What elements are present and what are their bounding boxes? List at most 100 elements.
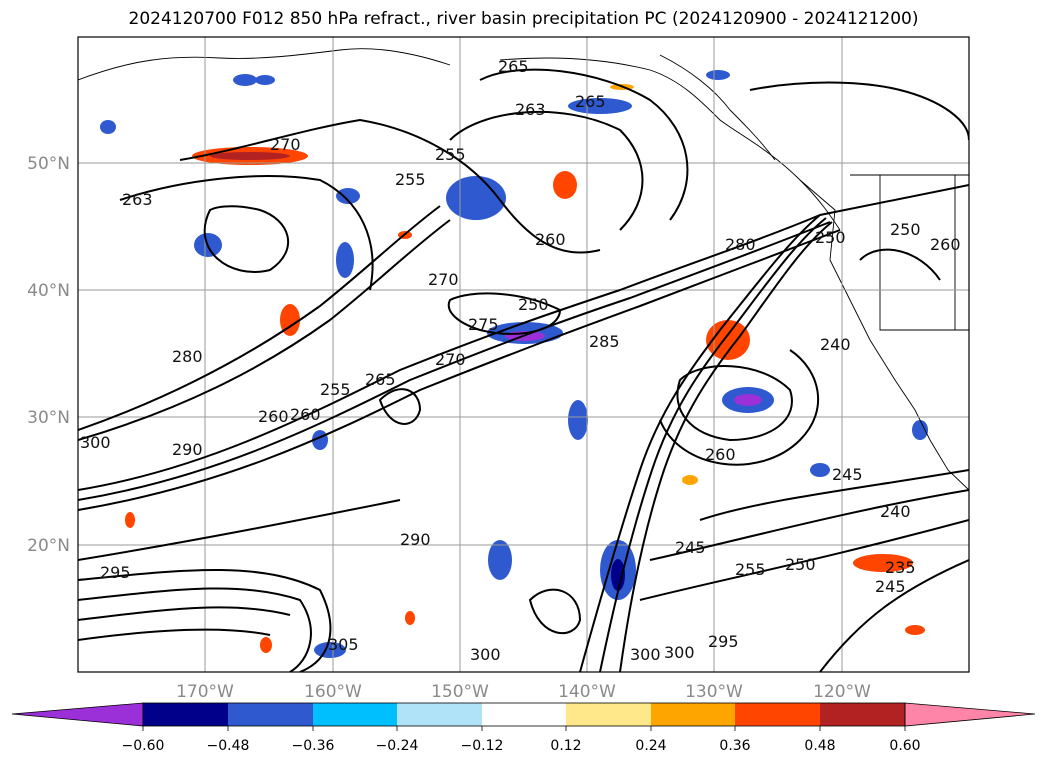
precip-patch: [280, 304, 300, 336]
contour-label: 263: [515, 100, 546, 119]
colorbar-frame: [142, 702, 906, 727]
precip-patch: [233, 74, 257, 86]
lon-label-140w: 140°W: [558, 682, 616, 702]
lon-label-120w: 120°W: [813, 682, 871, 702]
colorbar-tick-label: −0.36: [292, 738, 335, 754]
contour-label: 300: [470, 645, 501, 664]
colorbar-segment: [820, 703, 905, 726]
contour-label: 250: [785, 555, 816, 574]
contour-label: 240: [880, 502, 911, 521]
contour-label: 295: [100, 563, 131, 582]
precip-patch: [706, 70, 730, 80]
colorbar-segment: [566, 703, 651, 726]
contour-label: 280: [725, 235, 756, 254]
colorbar-tick-label: 0.48: [804, 738, 835, 754]
refractivity-contour-layer: [78, 68, 969, 672]
map-background: [78, 37, 969, 672]
lat-label-50n: 50°N: [27, 154, 70, 174]
contour-label: 255: [435, 145, 466, 164]
contour-label: 265: [365, 370, 396, 389]
contour-label: 245: [875, 577, 906, 596]
colorbar-tick-label: −0.24: [376, 738, 419, 754]
colorbar-tick-label: 0.36: [719, 738, 750, 754]
colorbar-segment: [482, 703, 566, 726]
contour-label: 280: [172, 347, 203, 366]
lon-label-160w: 160°W: [304, 682, 362, 702]
precip-patch: [488, 540, 512, 580]
precip-patch: [446, 176, 506, 220]
precip-patch: [210, 152, 290, 160]
latitude-labels: 50°N 40°N 30°N 20°N: [27, 154, 70, 556]
contour-label: 245: [675, 538, 706, 557]
precip-patch: [734, 394, 762, 406]
precip-patch: [405, 611, 415, 625]
colorbar-tick-label: 0.24: [635, 738, 666, 754]
contour-label: 275: [468, 315, 499, 334]
colorbar-segment: [228, 703, 313, 726]
contour-label: 290: [400, 530, 431, 549]
lat-label-30n: 30°N: [27, 408, 70, 428]
precip-patch: [255, 75, 275, 85]
contour-label: 235: [885, 558, 916, 577]
contour-label: 250: [518, 295, 549, 314]
colorbar-extension-low: [11, 702, 144, 727]
map-plot-area: 270 255 265 263 265 260 255 263 270 250 …: [77, 36, 970, 673]
precip-patch: [125, 512, 135, 528]
lat-label-20n: 20°N: [27, 536, 70, 556]
contour-label: 300: [80, 433, 111, 452]
colorbar-ticks: [142, 726, 906, 731]
precip-patch: [682, 475, 698, 485]
precip-patch: [853, 554, 913, 572]
contour-label: 285: [589, 332, 620, 351]
contour-label: 260: [930, 235, 961, 254]
contour-label: 263: [122, 190, 153, 209]
contour-label: 260: [258, 407, 289, 426]
contour-label: 270: [428, 270, 459, 289]
contour-label-layer: 270 255 265 263 265 260 255 263 270 250 …: [80, 57, 961, 664]
contour-label: 250: [815, 228, 846, 247]
colorbar-tick-label: 0.60: [889, 738, 920, 754]
contour-label: 300: [630, 645, 661, 664]
colorbar-tick-label: −0.48: [207, 738, 250, 754]
precip-patch: [912, 420, 928, 440]
lat-label-40n: 40°N: [27, 281, 70, 301]
precip-patch: [314, 642, 346, 658]
map-title: 2024120700 F012 850 hPa refract., river …: [128, 9, 919, 29]
colorbar-tick-label: −0.12: [461, 738, 504, 754]
contour-label: 240: [820, 335, 851, 354]
lon-label-170w: 170°W: [176, 682, 234, 702]
contour-label: 270: [435, 350, 466, 369]
colorbar-segment: [143, 703, 228, 726]
contour-label: 260: [705, 445, 736, 464]
precip-patch: [611, 559, 625, 591]
contour-label: 255: [320, 380, 351, 399]
graticule-layer: [78, 37, 969, 672]
colorbar-extension-high: [904, 702, 1036, 727]
lon-label-150w: 150°W: [431, 682, 489, 702]
contour-label: 300: [664, 643, 695, 662]
contour-label: 250: [890, 220, 921, 239]
precip-patch: [553, 171, 577, 199]
contour-label: 265: [498, 57, 529, 76]
contour-label: 245: [832, 465, 863, 484]
precip-patch: [568, 400, 588, 440]
contour-label: 260: [290, 405, 321, 424]
contour-label: 270: [270, 135, 301, 154]
precip-patch: [100, 120, 116, 134]
contour-label: 255: [395, 170, 426, 189]
contour-label: 255: [735, 560, 766, 579]
contour-label: 290: [172, 440, 203, 459]
contour-label: 260: [535, 230, 566, 249]
precip-patch: [568, 98, 632, 114]
precip-patch: [810, 463, 830, 477]
colorbar-tick-label: −0.60: [122, 738, 165, 754]
colorbar: −0.60 −0.48 −0.36 −0.24 −0.12 0.12 0.24 …: [11, 702, 1036, 754]
coastline-layer: [78, 48, 969, 491]
lon-label-130w: 130°W: [685, 682, 743, 702]
colorbar-segment: [397, 703, 482, 726]
precip-patch: [260, 637, 272, 653]
map-frame: [77, 36, 970, 673]
colorbar-segment: [735, 703, 820, 726]
contour-label: 265: [575, 92, 606, 111]
